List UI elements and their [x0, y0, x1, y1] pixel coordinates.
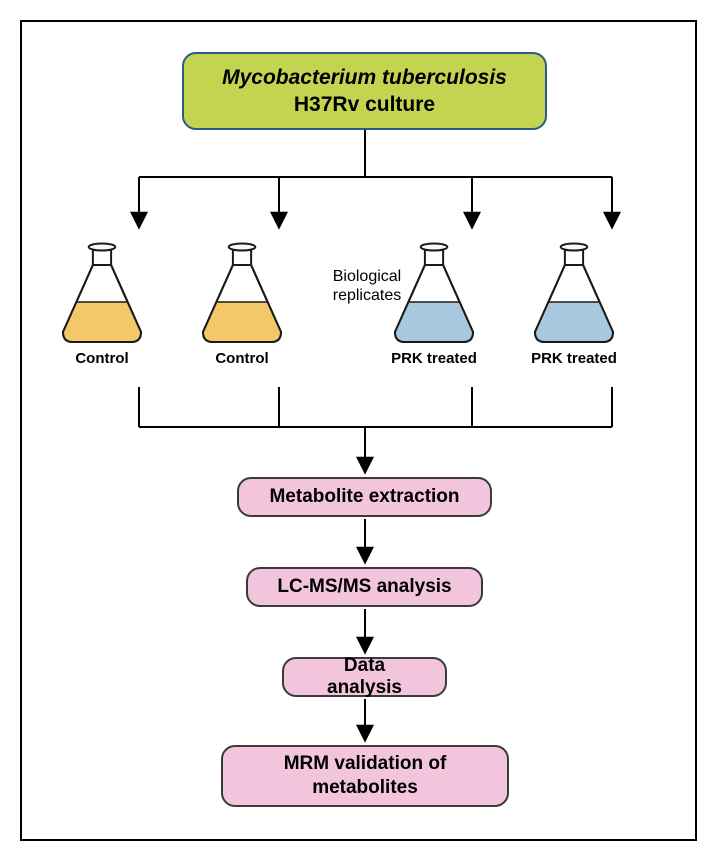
data-analysis-box: Data analysis [282, 657, 447, 697]
flask-label: PRK treated [379, 350, 489, 367]
replicates-label: Biological replicates [322, 267, 412, 305]
culture-line1: Mycobacterium tuberculosis [222, 64, 507, 91]
flask-label: PRK treated [519, 350, 629, 367]
flask-icon [203, 244, 281, 343]
flask-label: Control [47, 350, 157, 367]
connector-svg [22, 22, 699, 843]
flask-label: Control [187, 350, 297, 367]
lcms-box: LC-MS/MS analysis [246, 567, 483, 607]
diagram-frame: Mycobacterium tuberculosis H37Rv culture… [20, 20, 697, 841]
culture-line2: H37Rv culture [294, 91, 435, 118]
metabolite-box: Metabolite extraction [237, 477, 492, 517]
flask-icon [63, 244, 141, 343]
mrm-box: MRM validation of metabolites [221, 745, 509, 807]
culture-box: Mycobacterium tuberculosis H37Rv culture [182, 52, 547, 130]
flask-icon [535, 244, 613, 343]
